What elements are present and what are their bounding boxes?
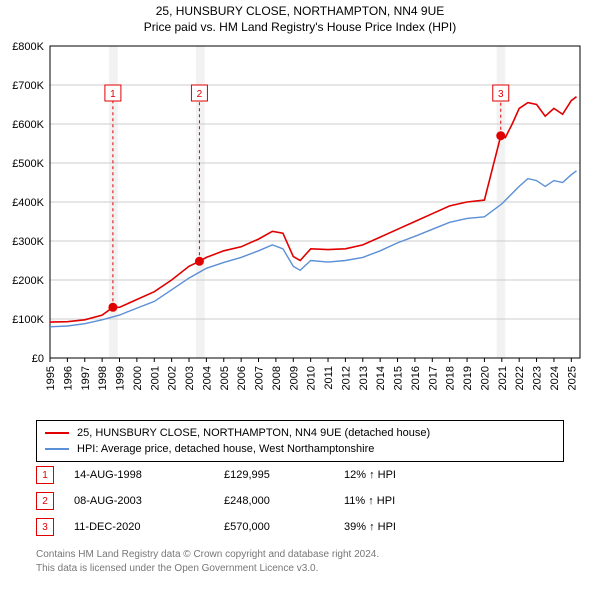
- svg-text:2014: 2014: [375, 366, 387, 390]
- svg-text:£700K: £700K: [12, 80, 44, 92]
- svg-text:2021: 2021: [497, 366, 509, 390]
- svg-text:2015: 2015: [393, 366, 405, 390]
- svg-text:2007: 2007: [254, 366, 266, 390]
- legend-label: 25, HUNSBURY CLOSE, NORTHAMPTON, NN4 9UE…: [77, 427, 430, 439]
- svg-text:2012: 2012: [340, 366, 352, 390]
- svg-text:£800K: £800K: [12, 41, 44, 53]
- svg-text:2005: 2005: [219, 366, 231, 390]
- svg-text:2008: 2008: [271, 366, 283, 390]
- svg-text:3: 3: [498, 89, 504, 100]
- svg-text:2022: 2022: [514, 366, 526, 390]
- legend-swatch: [45, 448, 69, 450]
- transaction-price: £570,000: [224, 521, 344, 533]
- svg-text:2010: 2010: [306, 366, 318, 390]
- table-row: 1 14-AUG-1998£129,99512% ↑ HPI: [36, 462, 564, 488]
- svg-text:2009: 2009: [288, 366, 300, 390]
- svg-text:1: 1: [110, 89, 116, 100]
- svg-text:2018: 2018: [445, 366, 457, 390]
- legend-label: HPI: Average price, detached house, West…: [77, 443, 374, 455]
- svg-text:£400K: £400K: [12, 197, 44, 209]
- transaction-badge: 1: [36, 466, 54, 484]
- page-subtitle: Price paid vs. HM Land Registry's House …: [0, 20, 600, 34]
- svg-text:2000: 2000: [132, 366, 144, 390]
- svg-text:2013: 2013: [358, 366, 370, 390]
- svg-text:2024: 2024: [549, 366, 561, 390]
- svg-text:2006: 2006: [236, 366, 248, 390]
- footer-line: This data is licensed under the Open Gov…: [36, 562, 564, 576]
- transaction-price: £129,995: [224, 469, 344, 481]
- transaction-price: £248,000: [224, 495, 344, 507]
- transaction-pct: 11% ↑ HPI: [344, 495, 464, 507]
- svg-text:£500K: £500K: [12, 158, 44, 170]
- svg-text:2: 2: [197, 89, 203, 100]
- price-chart: £0 £100K £200K £300K £400K £500K £600K £700K £80…: [0, 40, 600, 410]
- svg-text:2020: 2020: [479, 366, 491, 390]
- footer-attribution: Contains HM Land Registry data © Crown c…: [36, 548, 564, 575]
- svg-text:1995: 1995: [45, 366, 57, 390]
- svg-text:2002: 2002: [167, 366, 179, 390]
- transaction-date: 08-AUG-2003: [74, 495, 224, 507]
- legend-swatch: [45, 432, 69, 434]
- transaction-pct: 12% ↑ HPI: [344, 469, 464, 481]
- svg-text:2011: 2011: [323, 366, 335, 390]
- svg-text:1996: 1996: [62, 366, 74, 390]
- transaction-badge: 2: [36, 492, 54, 510]
- svg-text:2016: 2016: [410, 366, 422, 390]
- svg-text:2003: 2003: [184, 366, 196, 390]
- transaction-date: 14-AUG-1998: [74, 469, 224, 481]
- svg-text:1998: 1998: [97, 366, 109, 390]
- legend-row: HPI: Average price, detached house, West…: [45, 441, 555, 457]
- svg-text:2019: 2019: [462, 366, 474, 390]
- transaction-badge: 3: [36, 518, 54, 536]
- svg-text:2004: 2004: [201, 366, 213, 390]
- transaction-date: 11-DEC-2020: [74, 521, 224, 533]
- svg-text:£300K: £300K: [12, 236, 44, 248]
- svg-text:2017: 2017: [427, 366, 439, 390]
- transactions-table: 1 14-AUG-1998£129,99512% ↑ HPI 2 08-AUG-200…: [36, 462, 564, 540]
- table-row: 3 11-DEC-2020£570,00039% ↑ HPI: [36, 514, 564, 540]
- legend: 25, HUNSBURY CLOSE, NORTHAMPTON, NN4 9UE…: [36, 420, 564, 462]
- table-row: 2 08-AUG-2003£248,00011% ↑ HPI: [36, 488, 564, 514]
- svg-text:2023: 2023: [532, 366, 544, 390]
- legend-row: 25, HUNSBURY CLOSE, NORTHAMPTON, NN4 9UE…: [45, 425, 555, 441]
- svg-text:£0: £0: [32, 353, 44, 365]
- svg-text:2025: 2025: [566, 366, 578, 390]
- footer-line: Contains HM Land Registry data © Crown c…: [36, 548, 564, 562]
- page-title: 25, HUNSBURY CLOSE, NORTHAMPTON, NN4 9UE: [0, 4, 600, 18]
- svg-text:1997: 1997: [80, 366, 92, 390]
- svg-text:£100K: £100K: [12, 314, 44, 326]
- svg-text:£200K: £200K: [12, 275, 44, 287]
- svg-text:1999: 1999: [115, 366, 127, 390]
- transaction-pct: 39% ↑ HPI: [344, 521, 464, 533]
- svg-text:£600K: £600K: [12, 119, 44, 131]
- svg-text:2001: 2001: [149, 366, 161, 390]
